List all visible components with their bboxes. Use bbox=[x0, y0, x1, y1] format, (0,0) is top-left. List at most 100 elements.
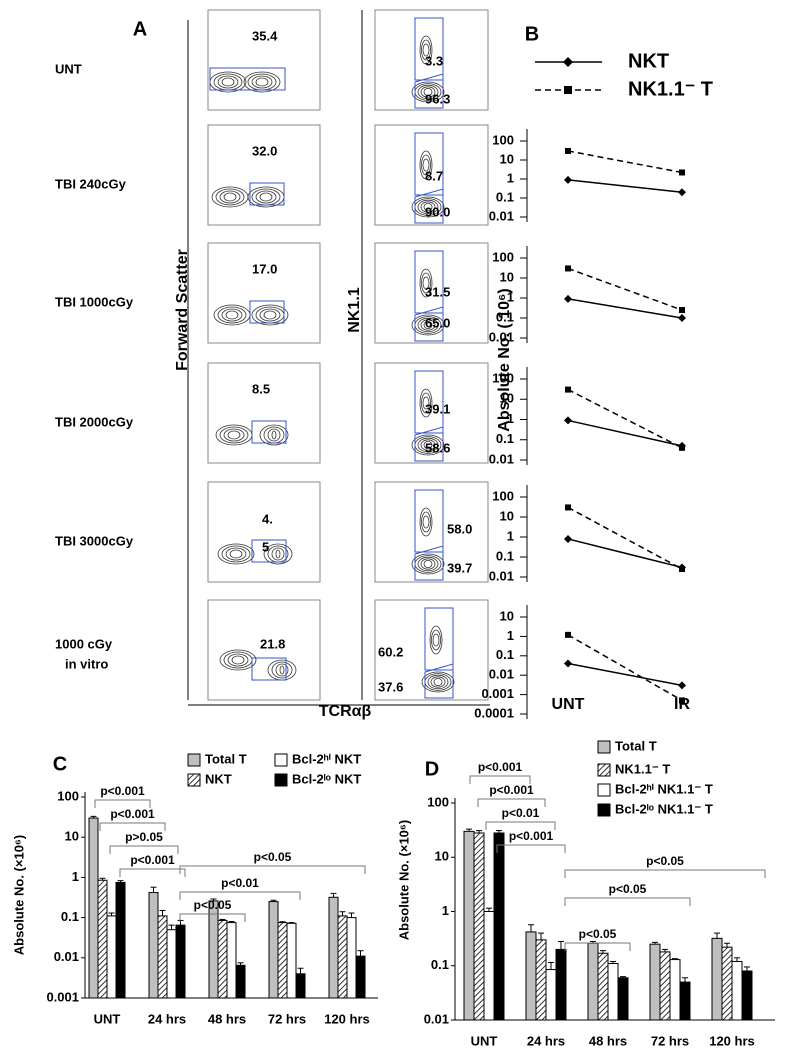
contour bbox=[422, 515, 430, 529]
error-bar bbox=[228, 920, 235, 923]
legend-swatch bbox=[597, 803, 611, 817]
error-bar bbox=[734, 957, 740, 962]
contour bbox=[225, 310, 239, 320]
p-value: p>0.05 bbox=[125, 830, 163, 844]
legend-swatch bbox=[597, 763, 611, 777]
legend-label: NKT bbox=[628, 50, 669, 72]
x-tick-label: UNT bbox=[552, 696, 585, 713]
comparison-bracket bbox=[564, 942, 631, 951]
bar bbox=[493, 832, 505, 1021]
y-tick-label: 0.1 bbox=[496, 431, 514, 446]
gate-percent: 35.4 bbox=[252, 28, 278, 43]
y-axis-label: Absolute No. (×10⁶) bbox=[396, 820, 411, 940]
contour bbox=[215, 188, 245, 206]
marker bbox=[679, 307, 685, 314]
gate-percent: 17.0 bbox=[252, 261, 277, 276]
contour bbox=[259, 192, 273, 202]
y-tick-label: 1 bbox=[507, 528, 514, 543]
error-bar bbox=[279, 921, 286, 923]
series-line bbox=[567, 662, 683, 687]
error-bar bbox=[108, 912, 115, 916]
row-label: TBI 240cGy bbox=[55, 176, 127, 191]
bar bbox=[597, 952, 609, 1021]
legend-marker bbox=[563, 57, 573, 67]
contour bbox=[217, 75, 239, 89]
marker bbox=[564, 659, 572, 668]
y-tick-label: 0.1 bbox=[61, 909, 79, 924]
error-bar bbox=[168, 924, 175, 930]
comparison-bracket bbox=[496, 844, 566, 853]
bar bbox=[166, 929, 177, 999]
bar bbox=[277, 922, 288, 999]
gate-percent: 39.1 bbox=[425, 401, 450, 416]
y-tick-label: 0.01 bbox=[54, 949, 79, 964]
gate-percent: 5 bbox=[262, 539, 269, 554]
error-bar bbox=[620, 976, 626, 978]
bar bbox=[607, 963, 619, 1021]
contour bbox=[427, 674, 449, 690]
bar bbox=[235, 964, 246, 999]
contour bbox=[259, 308, 281, 322]
contour bbox=[417, 317, 439, 333]
bar bbox=[711, 937, 723, 1021]
y-tick-label: 100 bbox=[427, 794, 449, 809]
gate bbox=[251, 657, 287, 681]
legend-swatch bbox=[274, 753, 288, 767]
error-bar bbox=[150, 886, 157, 893]
marker bbox=[564, 294, 572, 303]
y-tick-label: 100 bbox=[492, 370, 514, 385]
contour bbox=[421, 392, 431, 414]
bar bbox=[88, 817, 99, 999]
bar bbox=[525, 931, 537, 1021]
x-tick-label: 72 hrs bbox=[268, 1011, 306, 1026]
gate bbox=[414, 545, 444, 581]
y-tick-label: 100 bbox=[57, 788, 79, 803]
bar bbox=[217, 919, 228, 999]
contour bbox=[429, 625, 443, 655]
legend-swatch bbox=[187, 753, 201, 767]
contour bbox=[423, 440, 433, 449]
contour bbox=[411, 434, 445, 456]
contour bbox=[419, 388, 433, 418]
marker bbox=[564, 416, 572, 425]
contour bbox=[421, 272, 431, 294]
y-tick-label: 10 bbox=[500, 608, 514, 623]
gate bbox=[251, 539, 287, 563]
gate bbox=[414, 250, 444, 314]
contour bbox=[417, 199, 439, 215]
flow-plot bbox=[374, 124, 489, 226]
legend-swatch bbox=[274, 773, 288, 787]
error-bar bbox=[486, 907, 492, 912]
flow-plot bbox=[207, 242, 321, 344]
marker bbox=[679, 169, 685, 176]
p-value: p<0.001 bbox=[110, 807, 155, 821]
p-value: p<0.001 bbox=[489, 783, 534, 797]
gate-percent: 58.6 bbox=[425, 440, 450, 455]
y-tick-label: 0.01 bbox=[489, 329, 514, 344]
bar bbox=[545, 969, 557, 1021]
error-bar bbox=[237, 962, 244, 966]
legend-swatch bbox=[187, 773, 201, 787]
y-axis-label: Absolute No. ( 10⁶) bbox=[496, 288, 513, 431]
contour bbox=[223, 192, 237, 202]
error-bar bbox=[724, 942, 730, 948]
gate-percent: 32.0 bbox=[252, 143, 277, 158]
y-tick-label: 0.0001 bbox=[474, 705, 514, 720]
contour bbox=[223, 428, 245, 442]
y-tick-label: 1 bbox=[507, 628, 514, 643]
x-tick-label: 72 hrs bbox=[651, 1033, 689, 1048]
y-tick-label: 10 bbox=[500, 508, 514, 523]
row-label: UNT bbox=[55, 61, 82, 76]
contour bbox=[221, 308, 243, 322]
y-tick-label: 10 bbox=[65, 829, 79, 844]
bar bbox=[669, 959, 681, 1021]
gate bbox=[249, 182, 285, 206]
error-bar bbox=[99, 877, 106, 881]
panel-label: B bbox=[525, 23, 539, 45]
error-bar bbox=[538, 932, 544, 940]
contour bbox=[422, 158, 430, 172]
gate-percent: 39.7 bbox=[447, 560, 472, 575]
series-line bbox=[567, 267, 683, 311]
flow-plot bbox=[207, 124, 321, 226]
contour bbox=[267, 428, 281, 442]
